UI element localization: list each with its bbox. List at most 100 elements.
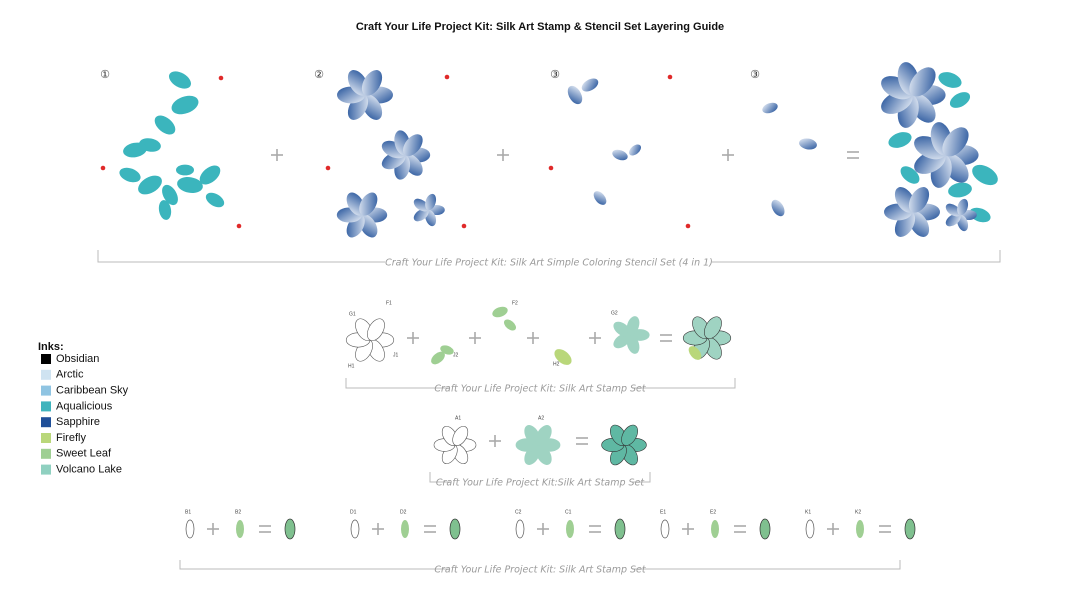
leaf bbox=[900, 166, 920, 184]
register-dot bbox=[461, 223, 467, 229]
leaf bbox=[660, 519, 670, 539]
stamp-label: C2 bbox=[515, 509, 522, 515]
leaf bbox=[425, 193, 437, 211]
ink-name: Arctic bbox=[56, 369, 84, 381]
register-dot bbox=[236, 223, 242, 229]
leaf bbox=[492, 306, 508, 318]
leaf bbox=[759, 518, 771, 540]
stamp-label: F2 bbox=[512, 300, 518, 306]
ink-name: Sweet Leaf bbox=[56, 448, 112, 460]
register-dot bbox=[444, 74, 450, 80]
stamp-label: D1 bbox=[350, 509, 357, 515]
leaf bbox=[199, 165, 221, 185]
ink-name: Firefly bbox=[56, 432, 86, 444]
ink-swatch bbox=[41, 354, 51, 364]
leaf bbox=[123, 142, 147, 158]
leaf bbox=[972, 164, 998, 186]
inks-title: Inks: bbox=[38, 341, 64, 353]
stamp-label: A1 bbox=[455, 415, 461, 421]
register-dot bbox=[325, 165, 331, 171]
ink-swatch bbox=[41, 433, 51, 443]
stamp-label: D2 bbox=[400, 509, 407, 515]
leaf bbox=[401, 520, 409, 538]
leaf bbox=[452, 425, 469, 446]
caption: Craft Your Life Project Kit: Silk Art St… bbox=[434, 565, 647, 576]
register-dot bbox=[667, 74, 673, 80]
leaf bbox=[205, 192, 225, 208]
stamp-label: J1 bbox=[393, 352, 399, 358]
leaf bbox=[449, 518, 461, 540]
leaf bbox=[440, 345, 454, 355]
leaf bbox=[711, 520, 719, 538]
ink-swatch bbox=[41, 385, 51, 396]
leaf bbox=[169, 71, 191, 89]
leaf bbox=[185, 519, 195, 539]
leaf bbox=[431, 351, 445, 365]
leaf bbox=[688, 346, 702, 360]
leaf bbox=[158, 200, 172, 220]
caption: Craft Your Life Project Kit:Silk Art Sta… bbox=[436, 478, 646, 489]
caption: Craft Your Life Project Kit: Silk Art St… bbox=[434, 384, 647, 395]
leaf bbox=[566, 520, 574, 538]
leaf bbox=[176, 164, 194, 176]
leaf bbox=[704, 316, 722, 339]
stamp-label: F1 bbox=[386, 300, 392, 306]
ink-swatch bbox=[41, 417, 51, 428]
leaf bbox=[236, 520, 244, 538]
leaf bbox=[762, 102, 778, 114]
leaf bbox=[503, 319, 517, 331]
stamp-label: G2 bbox=[611, 310, 618, 316]
stamp-label: G1 bbox=[349, 311, 356, 317]
leaf bbox=[535, 425, 552, 446]
leaf bbox=[177, 176, 203, 194]
leaf bbox=[904, 518, 916, 540]
stamp-label: C1 bbox=[565, 509, 572, 515]
leaf bbox=[945, 203, 961, 217]
leaf bbox=[626, 316, 640, 336]
leaf bbox=[909, 67, 936, 97]
register-dot bbox=[685, 223, 691, 229]
leaf bbox=[621, 424, 638, 446]
stamp-label: A2 bbox=[538, 415, 544, 421]
leaf bbox=[567, 85, 583, 105]
caption: Craft Your Life Project Kit: Silk Art Si… bbox=[385, 258, 713, 269]
leaf bbox=[771, 199, 785, 217]
leaf bbox=[969, 207, 991, 223]
step-label: ③ bbox=[550, 69, 560, 81]
leaf bbox=[908, 187, 930, 213]
leaf bbox=[805, 519, 815, 539]
leaf bbox=[949, 92, 971, 108]
ink-name: Volcano Lake bbox=[56, 464, 122, 476]
leaf bbox=[613, 333, 631, 349]
step-label: ③ bbox=[750, 69, 760, 81]
leaf bbox=[945, 213, 961, 227]
leaf bbox=[350, 519, 360, 539]
leaf bbox=[138, 175, 162, 195]
leaf bbox=[119, 167, 141, 183]
leaf bbox=[628, 144, 642, 156]
leaf bbox=[361, 70, 383, 96]
stamp-row: B1 B2 D1 D2 C2 C1 E1 E2 K1 K2 bbox=[185, 509, 916, 540]
ink-legend: Obsidian Arctic Caribbean Sky Aqualicious Sa… bbox=[41, 353, 129, 476]
ink-name: Aqualicious bbox=[56, 400, 113, 412]
bracket bbox=[345, 378, 736, 389]
ink-name: Sapphire bbox=[56, 416, 100, 428]
leaf bbox=[957, 198, 969, 216]
leaf bbox=[888, 132, 912, 148]
leaf bbox=[171, 95, 199, 115]
leaf bbox=[799, 138, 817, 150]
stamp-label: J2 bbox=[453, 352, 459, 358]
step-label: ① bbox=[100, 69, 110, 81]
leaf bbox=[612, 149, 628, 161]
leaf bbox=[942, 127, 969, 157]
ink-name: Obsidian bbox=[56, 353, 99, 365]
stamp-label: B1 bbox=[185, 509, 191, 515]
stamp-label: B2 bbox=[235, 509, 241, 515]
leaf bbox=[613, 321, 631, 337]
bracket bbox=[429, 472, 651, 483]
leaf bbox=[593, 191, 607, 205]
stamp-label: K2 bbox=[855, 509, 861, 515]
stamp-label: K1 bbox=[805, 509, 811, 515]
stamp-label: H1 bbox=[348, 363, 355, 369]
